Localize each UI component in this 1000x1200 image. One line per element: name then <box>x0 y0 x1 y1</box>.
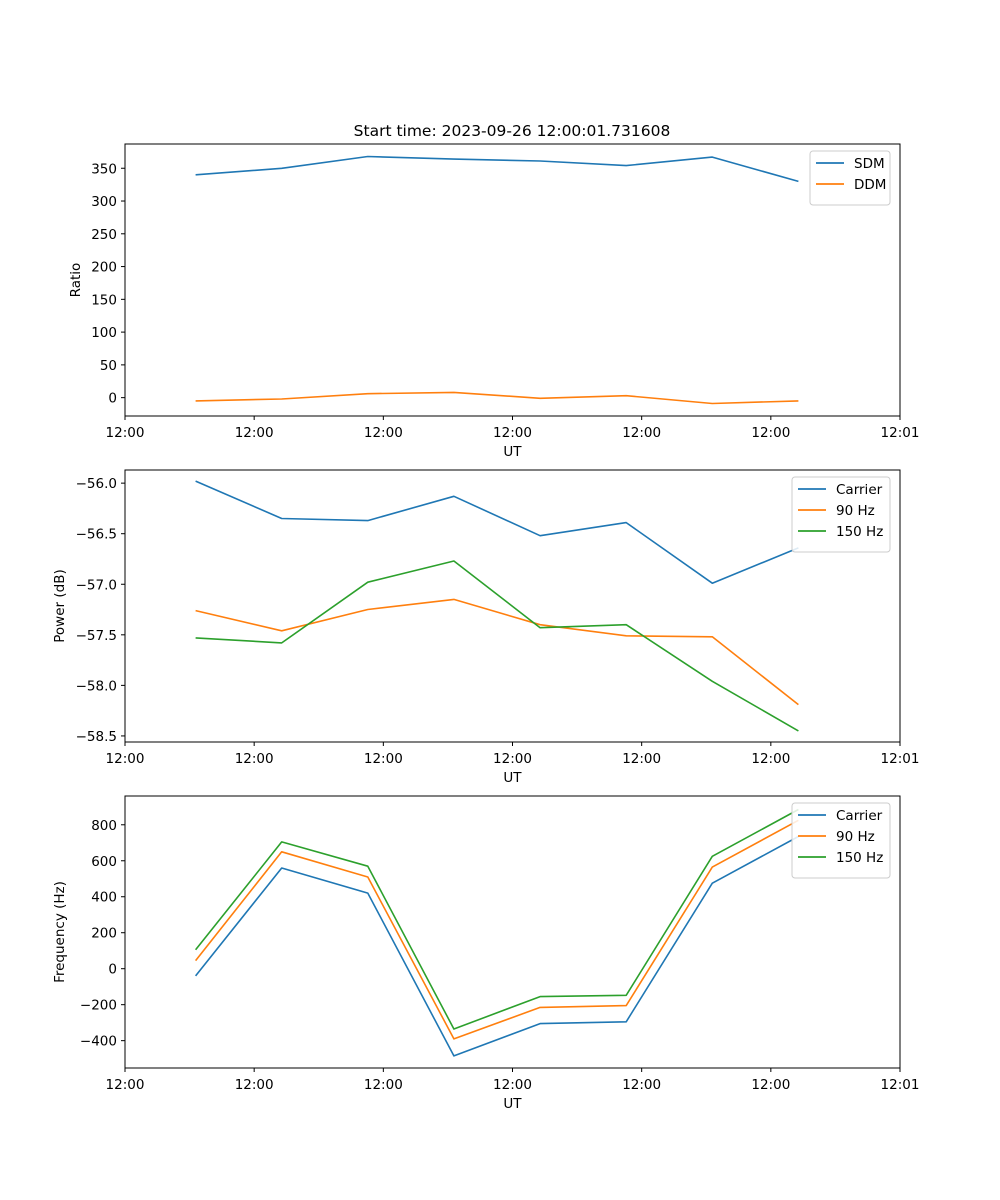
frequency-legend-box <box>791 802 891 879</box>
ratio-x-tick-label: 12:00 <box>106 425 145 441</box>
ratio-panel: 12:00 12:00 12:00 12:00 12:00 12:00 12:01 0 50 10… <box>68 143 920 460</box>
frequency-x-tick-label: 12:00 <box>751 1077 790 1093</box>
frequency-y-tick-label: 400 <box>91 890 117 906</box>
frequency-series-line-90-hz <box>194 819 799 1040</box>
chart-panels: 12:00 12:00 12:00 12:00 12:00 12:00 12:01 0 50 10… <box>52 143 920 1112</box>
figure-title: Start time: 2023-09-26 12:00:01.731608 <box>354 122 671 140</box>
ratio-x-tick-label: 12:00 <box>751 425 790 441</box>
frequency-legend: Carrier 90 Hz 150 Hz <box>791 802 891 879</box>
frequency-y-tick-label: −400 <box>80 1034 117 1050</box>
frequency-legend-label: 90 Hz <box>836 829 875 845</box>
ratio-y-tick-label: 250 <box>91 227 117 243</box>
ratio-series-line-ddm <box>195 391 799 405</box>
power-y-tick-label: −57.5 <box>76 628 117 644</box>
frequency-legend-label: 150 Hz <box>836 850 883 866</box>
power-x-axis-label: UT <box>503 770 522 786</box>
power-legend-label: 90 Hz <box>836 503 875 519</box>
power-legend-label: 150 Hz <box>836 524 883 540</box>
power-legend-label: Carrier <box>836 482 883 498</box>
ratio-y-tick-label: 150 <box>91 292 117 308</box>
ratio-legend: SDM DDM <box>809 150 891 206</box>
frequency-x-tick-label: 12:00 <box>106 1077 145 1093</box>
power-y-tick-label: −57.0 <box>76 577 117 593</box>
power-y-axis-label: Power (dB) <box>52 569 68 642</box>
power-x-tick-label: 12:00 <box>751 751 790 767</box>
power-legend: Carrier 90 Hz 150 Hz <box>791 476 891 553</box>
frequency-x-tick-label: 12:00 <box>235 1077 274 1093</box>
ratio-x-axis-label: UT <box>503 444 522 460</box>
frequency-x-tick-label: 12:00 <box>364 1077 403 1093</box>
power-y-tick-label: −56.0 <box>76 476 117 492</box>
ratio-x-tick-label: 12:01 <box>881 425 920 441</box>
ratio-y-tick-label: 300 <box>91 194 117 210</box>
frequency-y-tick-label: 0 <box>108 962 117 978</box>
frequency-x-axis-label: UT <box>503 1096 522 1112</box>
ratio-series-line-sdm <box>195 155 799 183</box>
ratio-x-tick-label: 12:00 <box>364 425 403 441</box>
frequency-x-tick-label: 12:00 <box>622 1077 661 1093</box>
power-x-tick-label: 12:00 <box>493 751 532 767</box>
power-x-tick-label: 12:00 <box>622 751 661 767</box>
ratio-legend-box <box>809 150 891 206</box>
ratio-y-tick-label: 100 <box>91 325 117 341</box>
ratio-y-tick-label: 200 <box>91 260 117 276</box>
frequency-y-tick-label: 200 <box>91 926 117 942</box>
ratio-legend-label: DDM <box>854 177 886 193</box>
power-x-tick-label: 12:00 <box>106 751 145 767</box>
frequency-y-tick-label: 800 <box>91 818 117 834</box>
frequency-series-line-150-hz <box>194 808 799 1030</box>
ratio-x-tick-label: 12:00 <box>493 425 532 441</box>
frequency-x-tick-label: 12:01 <box>881 1077 920 1093</box>
ratio-y-tick-label: 0 <box>108 391 117 407</box>
frequency-y-axis-label: Frequency (Hz) <box>52 881 68 983</box>
power-x-tick-label: 12:00 <box>364 751 403 767</box>
ratio-y-tick-label: 350 <box>91 161 117 177</box>
ratio-y-tick-label: 50 <box>100 358 117 374</box>
ratio-y-axis-label: Ratio <box>68 263 84 298</box>
power-series-line-150-hz <box>195 560 799 732</box>
power-x-tick-label: 12:01 <box>881 751 920 767</box>
power-y-tick-label: −56.5 <box>76 527 117 543</box>
power-series-line-90-hz <box>195 598 799 706</box>
frequency-panel: 12:00 12:00 12:00 12:00 12:00 12:00 12:01 −400 −… <box>52 795 920 1112</box>
frequency-y-tick-label: −200 <box>80 998 117 1014</box>
power-series-line-carrier <box>195 480 799 585</box>
frequency-series-line-carrier <box>194 835 799 1057</box>
power-panel: 12:00 12:00 12:00 12:00 12:00 12:00 12:01 −58.5… <box>52 469 920 786</box>
ratio-legend-label: SDM <box>854 156 885 172</box>
frequency-y-tick-label: 600 <box>91 854 117 870</box>
power-legend-box <box>791 476 891 553</box>
power-x-tick-label: 12:00 <box>235 751 274 767</box>
power-y-tick-label: −58.5 <box>76 729 117 745</box>
ratio-x-tick-label: 12:00 <box>235 425 274 441</box>
frequency-x-tick-label: 12:00 <box>493 1077 532 1093</box>
ratio-x-tick-label: 12:00 <box>622 425 661 441</box>
power-y-tick-label: −58.0 <box>76 678 117 694</box>
frequency-legend-label: Carrier <box>836 808 883 824</box>
